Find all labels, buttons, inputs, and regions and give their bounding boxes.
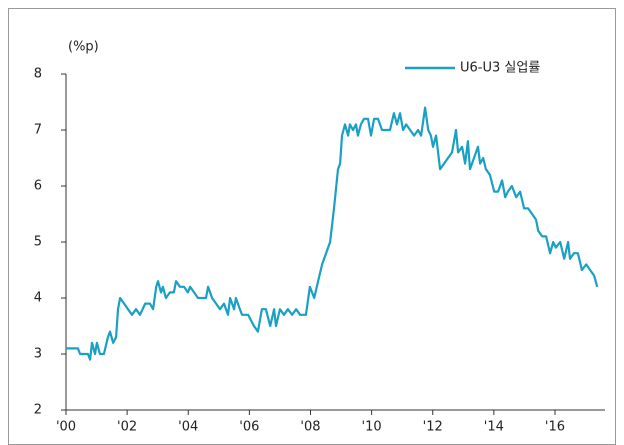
y-axis-label: (%p) — [68, 40, 99, 55]
series-line — [66, 106, 599, 361]
x-tick-label: '00 — [56, 420, 76, 435]
y-tick-label: 3 — [34, 347, 42, 362]
y-tick-label: 5 — [34, 235, 42, 250]
x-tick-label: '10 — [362, 420, 382, 435]
x-tick-label: '06 — [239, 420, 259, 435]
x-tick-label: '02 — [117, 420, 137, 435]
x-tick-label: '16 — [545, 420, 565, 435]
y-tick-label: 2 — [34, 403, 42, 418]
x-tick-label: '04 — [178, 420, 198, 435]
legend-label: U6-U3 실업률 — [460, 61, 540, 76]
x-tick-label: '08 — [300, 420, 320, 435]
x-tick-label: '14 — [484, 420, 504, 435]
y-tick-label: 8 — [34, 67, 42, 82]
y-tick-label: 4 — [34, 291, 42, 306]
y-tick-label: 7 — [34, 123, 42, 138]
y-tick-label: 6 — [34, 179, 42, 194]
x-tick-label: '12 — [423, 420, 443, 435]
